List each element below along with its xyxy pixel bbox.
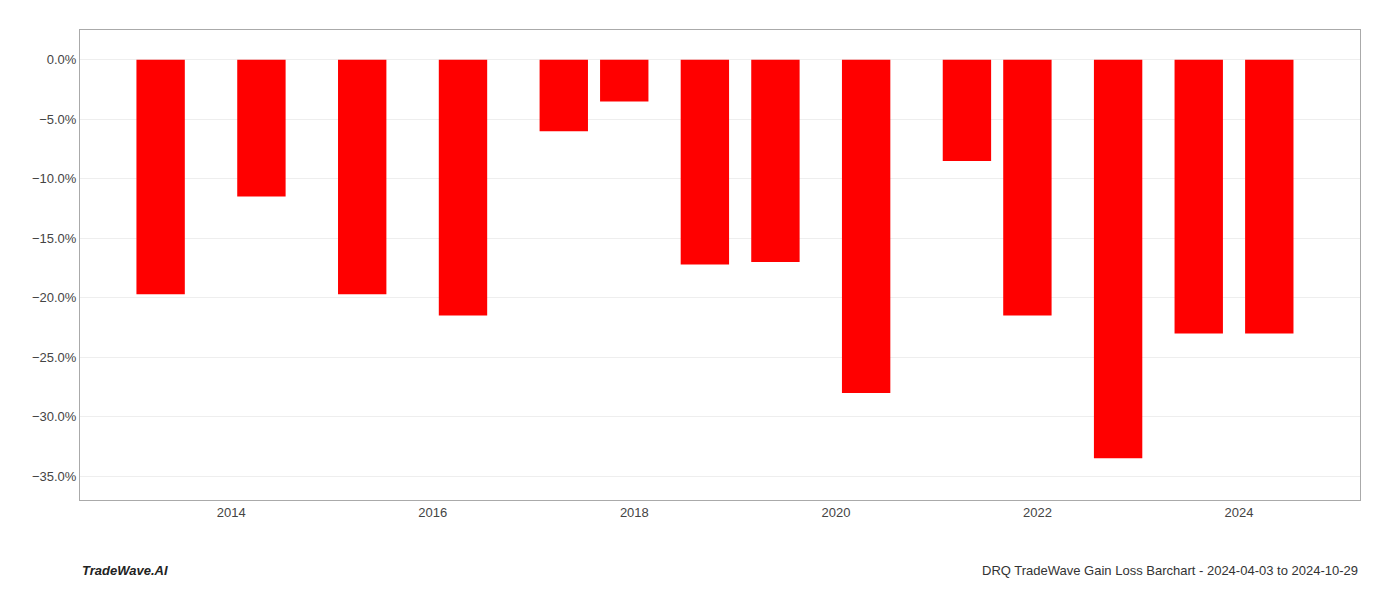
svg-text:−35.0%: −35.0% [32, 469, 77, 484]
svg-text:2020: 2020 [821, 505, 850, 520]
svg-text:2016: 2016 [418, 505, 447, 520]
svg-text:TradeWave.AI: TradeWave.AI [82, 563, 168, 578]
svg-text:−20.0%: −20.0% [32, 290, 77, 305]
svg-text:0.0%: 0.0% [47, 52, 77, 67]
svg-text:−15.0%: −15.0% [32, 231, 77, 246]
svg-text:2018: 2018 [620, 505, 649, 520]
svg-text:DRQ TradeWave Gain Loss Barcha: DRQ TradeWave Gain Loss Barchart - 2024-… [982, 563, 1358, 578]
svg-text:−5.0%: −5.0% [39, 112, 77, 127]
svg-text:2022: 2022 [1023, 505, 1052, 520]
svg-text:2024: 2024 [1225, 505, 1254, 520]
svg-text:−10.0%: −10.0% [32, 171, 77, 186]
svg-text:−25.0%: −25.0% [32, 350, 77, 365]
svg-text:2014: 2014 [217, 505, 246, 520]
svg-text:−30.0%: −30.0% [32, 409, 77, 424]
